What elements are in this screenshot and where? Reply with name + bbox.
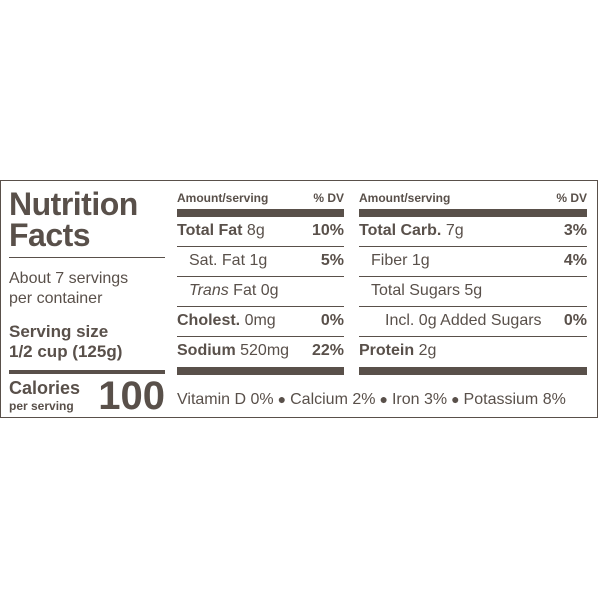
nutrition-facts-label: Nutrition Facts About 7 servings per con…: [0, 180, 598, 418]
nutrient-dv: 10%: [311, 222, 344, 239]
bullet-separator: ●: [277, 391, 287, 407]
label-left-panel: Nutrition Facts About 7 servings per con…: [9, 186, 165, 417]
header-bar: [359, 209, 587, 217]
nutrient-amount: 520mg: [235, 342, 290, 359]
nutrient-row-total-fat: Total Fat 8g 10%: [177, 217, 344, 247]
nutrient-name: Cholest.: [177, 312, 241, 329]
potassium: Potassium 8%: [463, 391, 566, 408]
title-line-1: Nutrition: [9, 186, 138, 222]
nutrient-row-sat-fat: Sat. Fat 1g 5%: [177, 247, 344, 277]
serving-size-label: Serving size: [9, 322, 109, 341]
nutrient-row-fiber: Fiber 1g 4%: [359, 247, 587, 277]
servings-per-container: About 7 servings per container: [9, 269, 128, 309]
calcium: Calcium 2%: [290, 391, 376, 408]
calories-label: Calories: [9, 378, 81, 398]
nutrient-dv: 22%: [311, 342, 344, 359]
nutrient-name: Sat. Fat: [189, 252, 246, 269]
nutrient-row-cholesterol: Cholest. 0mg 0%: [177, 307, 344, 337]
nutrient-row-total-sugars: Total Sugars 5g: [359, 277, 587, 307]
nutrient-dv: 0%: [563, 312, 587, 329]
calories-divider: [9, 370, 165, 374]
nutrient-dv: 0%: [320, 312, 344, 329]
nutrient-row-sodium: Sodium 520mg 22%: [177, 337, 344, 367]
column-header: Amount/serving % DV: [359, 189, 587, 209]
bottom-bar: [177, 367, 344, 375]
bullet-separator: ●: [451, 391, 460, 407]
nutrient-amount: 5g: [459, 282, 483, 299]
amount-header: Amount/serving: [177, 191, 269, 205]
vitamins-minerals-line: Vitamin D 0% ● Calcium 2% ● Iron 3% ● Potassiu…: [177, 391, 589, 409]
nutrient-column-left: Amount/serving % DV Total Fat 8g 10% Sat…: [177, 189, 344, 375]
nutrient-dv: 5%: [320, 252, 344, 269]
nutrient-amount: 0mg: [240, 312, 276, 329]
nutrient-dv: 3%: [563, 222, 587, 239]
nutrient-name: Total Carb.: [359, 222, 442, 239]
nutrient-amount: 1g: [407, 252, 430, 269]
title-line-2: Facts: [9, 217, 91, 253]
serving-size: Serving size 1/2 cup (125g): [9, 322, 122, 362]
nutrient-amount: 2g: [414, 342, 437, 359]
nutrient-name: Total Sugars: [371, 282, 460, 299]
calories-sub-label: per serving: [9, 399, 74, 413]
serving-size-value: 1/2 cup (125g): [9, 342, 123, 361]
servings-line-1: About 7 servings: [9, 270, 129, 287]
nutrient-name: Total Fat: [177, 222, 243, 239]
servings-line-2: per container: [9, 290, 103, 307]
vitamin-d: Vitamin D 0%: [177, 391, 274, 408]
column-header: Amount/serving % DV: [177, 189, 344, 209]
calories-value: 100: [98, 374, 165, 418]
nutrient-amount: 7g: [441, 222, 464, 239]
nutrient-column-right: Amount/serving % DV Total Carb. 7g 3% Fi…: [359, 189, 587, 375]
dv-header: % DV: [313, 191, 344, 205]
iron: Iron 3%: [391, 391, 448, 408]
nutrient-amount: 8g: [242, 222, 265, 239]
amount-header: Amount/serving: [359, 191, 451, 205]
nutrient-amount: 1g: [245, 252, 268, 269]
nutrient-row-protein: Protein 2g: [359, 337, 587, 367]
nutrient-row-trans-fat: Trans Fat 0g: [177, 277, 344, 307]
nutrient-name: Protein: [359, 342, 415, 359]
bottom-bar: [359, 367, 587, 375]
nutrient-name: Sodium: [177, 342, 236, 359]
nutrient-amount: Fat 0g: [228, 282, 279, 299]
nutrient-name: Incl. 0g Added Sugars: [385, 312, 542, 329]
bullet-separator: ●: [379, 391, 388, 407]
nutrient-name: Fiber: [371, 252, 408, 269]
nutrient-dv: 4%: [563, 252, 587, 269]
title-divider: [9, 257, 165, 258]
nutrient-row-added-sugars: Incl. 0g Added Sugars 0%: [359, 307, 587, 337]
label-title: Nutrition Facts: [9, 186, 165, 253]
nutrient-row-total-carb: Total Carb. 7g 3%: [359, 217, 587, 247]
header-bar: [177, 209, 344, 217]
nutrient-name: Trans: [189, 282, 229, 299]
dv-header: % DV: [556, 191, 587, 205]
